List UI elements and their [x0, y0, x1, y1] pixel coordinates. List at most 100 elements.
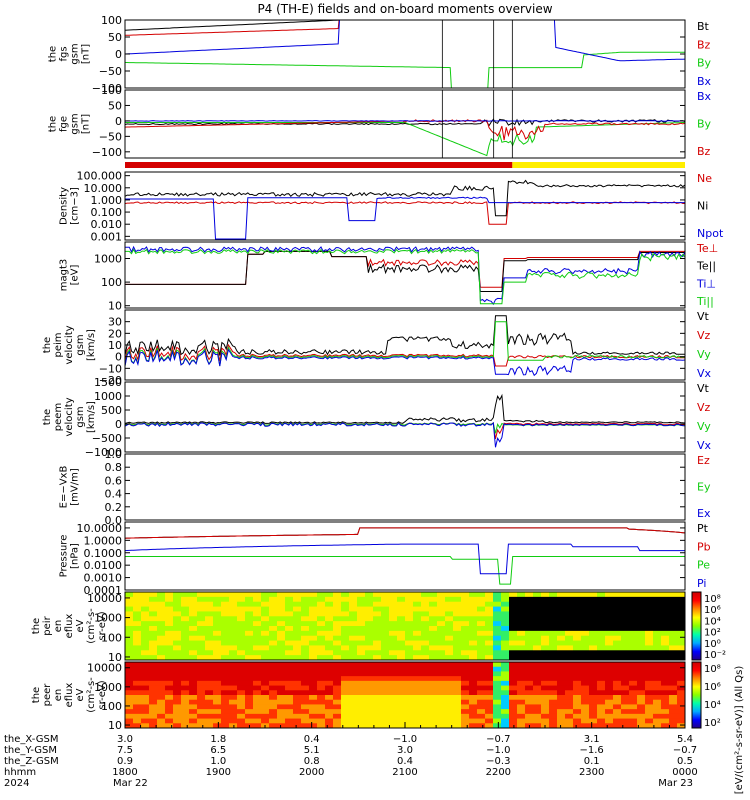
heatmap-cell: [557, 704, 566, 710]
heatmap-cell: [349, 611, 358, 617]
heatmap-cell: [469, 655, 478, 660]
heatmap-cell: [213, 640, 222, 647]
heatmap-cell: [677, 709, 685, 715]
heatmap-cell: [293, 621, 302, 627]
heatmap-cell: [589, 671, 598, 677]
heatmap-cell: [245, 666, 254, 673]
heatmap-cell: [357, 621, 366, 627]
heatmap-cell: [341, 723, 350, 728]
heatmap-cell: [429, 596, 438, 603]
heatmap-cell: [557, 596, 566, 603]
heatmap-cell: [429, 676, 438, 682]
heatmap-cell: [149, 666, 158, 673]
axis-row-value: 2100: [392, 767, 417, 778]
heatmap-cell: [437, 655, 446, 660]
heatmap-cell: [389, 685, 398, 691]
heatmap-cell: [533, 645, 542, 651]
heatmap-cell: [293, 690, 302, 696]
heatmap-cell: [437, 671, 446, 677]
heatmap-cell: [149, 592, 158, 598]
y-axis-label: fge: [59, 116, 70, 132]
heatmap-cell: [189, 662, 198, 668]
heatmap-cell: [357, 690, 366, 696]
heatmap-cell: [485, 650, 494, 656]
heatmap-cell: [149, 685, 158, 691]
heatmap-cell: [653, 676, 662, 682]
heatmap-cell: [341, 655, 350, 660]
heatmap-cell: [589, 709, 598, 715]
heatmap-cell: [421, 723, 430, 728]
heatmap-cell: [653, 655, 662, 660]
heatmap-cell: [341, 699, 350, 706]
heatmap-cell: [597, 606, 606, 613]
heatmap-cell: [629, 709, 638, 715]
heatmap-cell: [189, 709, 198, 715]
heatmap-cell: [605, 723, 614, 728]
heatmap-cell: [397, 626, 406, 632]
heatmap-cell: [621, 606, 630, 613]
heatmap-cell: [477, 606, 486, 613]
heatmap-cell: [301, 630, 310, 637]
heatmap-cell: [397, 709, 406, 715]
heatmap-cell: [357, 723, 366, 728]
heatmap-cell: [453, 611, 462, 617]
heatmap-cell: [605, 621, 614, 627]
heatmap-cell: [613, 662, 622, 668]
series-Pe: [125, 556, 685, 585]
heatmap-cell: [149, 621, 158, 627]
heatmap-cell: [317, 606, 326, 613]
heatmap-cell: [509, 596, 518, 603]
heatmap-cell: [533, 592, 542, 598]
heatmap-cell: [573, 662, 582, 668]
heatmap-cell: [325, 601, 334, 608]
heatmap-cell: [349, 680, 358, 687]
heatmap-cell: [261, 606, 270, 613]
heatmap-cell: [485, 611, 494, 617]
heatmap-cell: [341, 704, 350, 710]
heatmap-cell: [493, 630, 502, 637]
heatmap-cell: [445, 596, 454, 603]
heatmap-cell: [141, 690, 150, 696]
heatmap-cell: [125, 635, 134, 642]
heatmap-cell: [597, 704, 606, 710]
heatmap-cell: [469, 592, 478, 598]
heatmap-cell: [501, 723, 510, 728]
heatmap-cell: [373, 666, 382, 673]
heatmap-cell: [677, 616, 685, 622]
heatmap-cell: [301, 718, 310, 724]
heatmap-cell: [613, 690, 622, 696]
heatmap-cell: [637, 699, 646, 706]
heatmap-cell: [205, 645, 214, 651]
heatmap-cell: [557, 709, 566, 715]
heatmap-cell: [581, 718, 590, 724]
heatmap-cell: [269, 718, 278, 724]
heatmap-cell: [157, 680, 166, 687]
heatmap-cell: [517, 645, 526, 651]
heatmap-cell: [509, 645, 518, 651]
heatmap-cell: [141, 666, 150, 673]
heatmap-cell: [677, 655, 685, 660]
heatmap-cell: [517, 723, 526, 728]
heatmap-cell: [333, 601, 342, 608]
heatmap-cell: [421, 621, 430, 627]
heatmap-cell: [197, 596, 206, 603]
heatmap-cell: [493, 611, 502, 617]
heatmap-cell: [189, 635, 198, 642]
heatmap-cell: [149, 676, 158, 682]
heatmap-cell: [437, 699, 446, 706]
heatmap-cell: [197, 640, 206, 647]
heatmap-cell: [445, 616, 454, 622]
heatmap-cell: [173, 630, 182, 637]
heatmap-cell: [309, 676, 318, 682]
heatmap-cell: [501, 606, 510, 613]
heatmap-cell: [669, 680, 678, 687]
heatmap-cell: [365, 640, 374, 647]
heatmap-cell: [277, 695, 286, 701]
heatmap-cell: [125, 611, 134, 617]
heatmap-cell: [589, 662, 598, 668]
heatmap-cell: [237, 713, 246, 720]
heatmap-cell: [453, 630, 462, 637]
heatmap-cell: [541, 630, 550, 637]
heatmap-cell: [381, 713, 390, 720]
heatmap-cell: [549, 645, 558, 651]
